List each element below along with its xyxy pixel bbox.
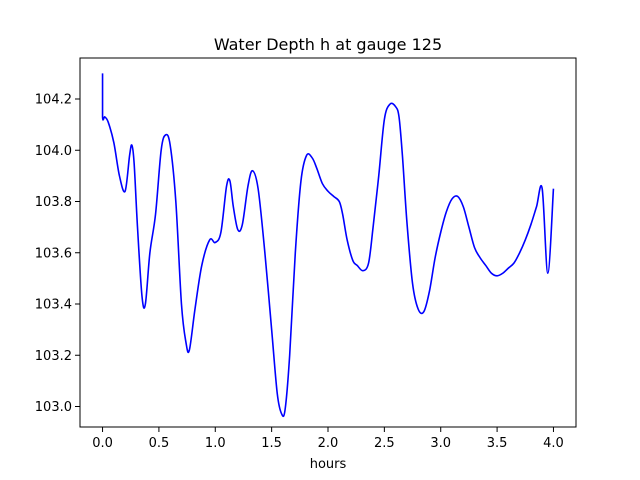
y-tick-label: 103.0 [35, 400, 72, 415]
y-tick-label: 103.6 [35, 246, 72, 261]
x-tick-label: 3.5 [487, 436, 508, 451]
y-axis-ticks: 103.0 103.2 103.4 103.6 103.8 104.0 104.2 [35, 93, 80, 415]
chart-title: Water Depth h at gauge 125 [214, 35, 442, 54]
plot-frame [79, 57, 577, 428]
y-tick-label: 104.0 [35, 144, 72, 159]
x-tick-label: 0.0 [92, 436, 113, 451]
y-tick-label: 103.4 [35, 298, 72, 313]
x-tick-label: 1.0 [205, 436, 226, 451]
x-tick-label: 3.0 [430, 436, 451, 451]
plot-area [79, 57, 577, 428]
x-tick-label: 2.5 [374, 436, 395, 451]
y-tick-label: 103.8 [35, 195, 72, 210]
water-depth-series-line [101, 73, 555, 418]
x-tick-label: 0.5 [149, 436, 170, 451]
x-tick-label: 4.0 [543, 436, 564, 451]
x-axis-ticks: 0.0 0.5 1.0 1.5 2.0 2.5 3.0 3.5 4.0 [92, 427, 564, 451]
y-tick-label: 104.2 [35, 93, 72, 108]
x-tick-label: 1.5 [261, 436, 282, 451]
x-axis-label: hours [310, 457, 347, 472]
series-layer [101, 73, 555, 418]
x-tick-label: 2.0 [318, 436, 339, 451]
y-tick-label: 103.2 [35, 349, 72, 364]
